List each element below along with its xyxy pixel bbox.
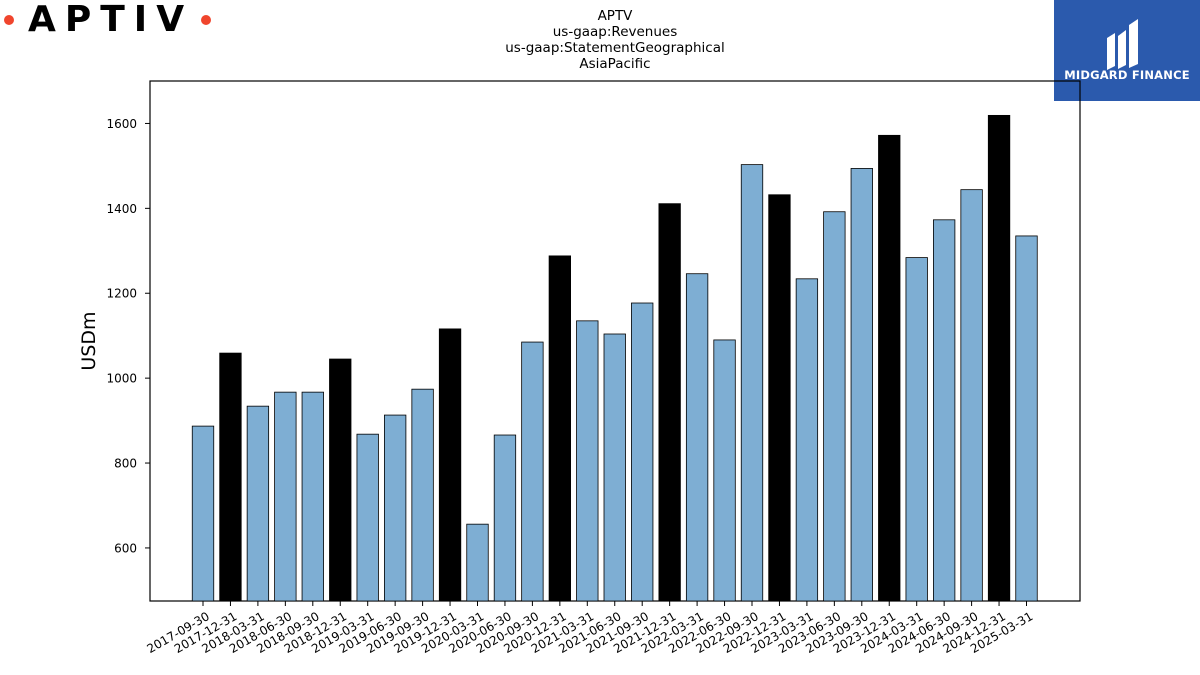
bar-2021-03-31 [576, 320, 599, 602]
bar-2018-12-31 [329, 358, 352, 602]
bar-2019-03-31 [356, 433, 379, 602]
aptiv-logo: APTIV [4, 0, 212, 40]
bar-2018-03-31 [246, 405, 270, 602]
chart-title-line-4: AsiaPacific [579, 56, 651, 72]
midgard-logo-name: MIDGARD FINANCE [1064, 68, 1190, 82]
bar-2021-12-31 [658, 203, 681, 602]
bar-2024-09-30 [960, 189, 983, 602]
bar-2025-03-31 [1015, 235, 1038, 602]
bar-2022-09-30 [740, 164, 764, 602]
bar-2024-12-31 [987, 114, 1011, 602]
bar-2017-09-30 [191, 425, 215, 602]
y-tick-label: 1000 [106, 372, 137, 386]
bar-2023-06-30 [823, 211, 846, 602]
y-axis: 600 800 1000 1200 1400 1600 [106, 117, 150, 555]
bar-2020-09-30 [521, 341, 544, 602]
bar-2020-03-31 [466, 523, 489, 602]
bar-2023-03-31 [795, 278, 819, 602]
y-tick-label: 800 [114, 457, 137, 471]
bar-2020-12-31 [548, 255, 571, 602]
bars-group [191, 114, 1038, 602]
logo-dot-right [201, 15, 212, 25]
bar-2024-06-30 [933, 219, 956, 602]
bar-2023-12-31 [878, 134, 901, 602]
bar-2022-06-30 [713, 339, 736, 602]
chart-title-line-1: APTV [597, 8, 633, 24]
bar-2018-06-30 [274, 391, 297, 602]
bar-2022-03-31 [685, 273, 709, 602]
y-axis-label: USDm [78, 311, 100, 370]
logo-dot-left [4, 15, 14, 25]
midgard-finance-logo: MIDGARD FINANCE [1054, 0, 1200, 101]
chart-title: APTV us-gaap:Revenues us-gaap:StatementG… [415, 8, 815, 72]
y-tick-label: 1400 [106, 202, 137, 216]
aptiv-wordmark: APTIV [28, 0, 194, 40]
bar-2020-06-30 [493, 434, 517, 602]
y-tick-label: 1200 [106, 287, 137, 301]
y-tick-label: 600 [114, 541, 137, 555]
bar-2019-12-31 [438, 328, 462, 602]
bar-2018-09-30 [301, 391, 324, 602]
x-axis: 2017-09-302017-12-312018-03-312018-06-30… [144, 601, 1035, 656]
bar-2021-09-30 [631, 302, 654, 602]
chart-title-line-3: us-gaap:StatementGeographical [505, 40, 725, 56]
chart-title-line-2: us-gaap:Revenues [552, 24, 678, 40]
bar-2022-12-31 [768, 194, 791, 602]
bar-2019-09-30 [411, 388, 434, 602]
bar-2021-06-30 [603, 333, 626, 602]
midgard-logo-icon [1107, 19, 1138, 70]
bar-2024-03-31 [905, 257, 928, 602]
bar-2019-06-30 [383, 414, 407, 602]
bar-2017-12-31 [219, 352, 242, 602]
y-tick-label: 1600 [106, 117, 137, 131]
bar-2023-09-30 [850, 168, 873, 602]
